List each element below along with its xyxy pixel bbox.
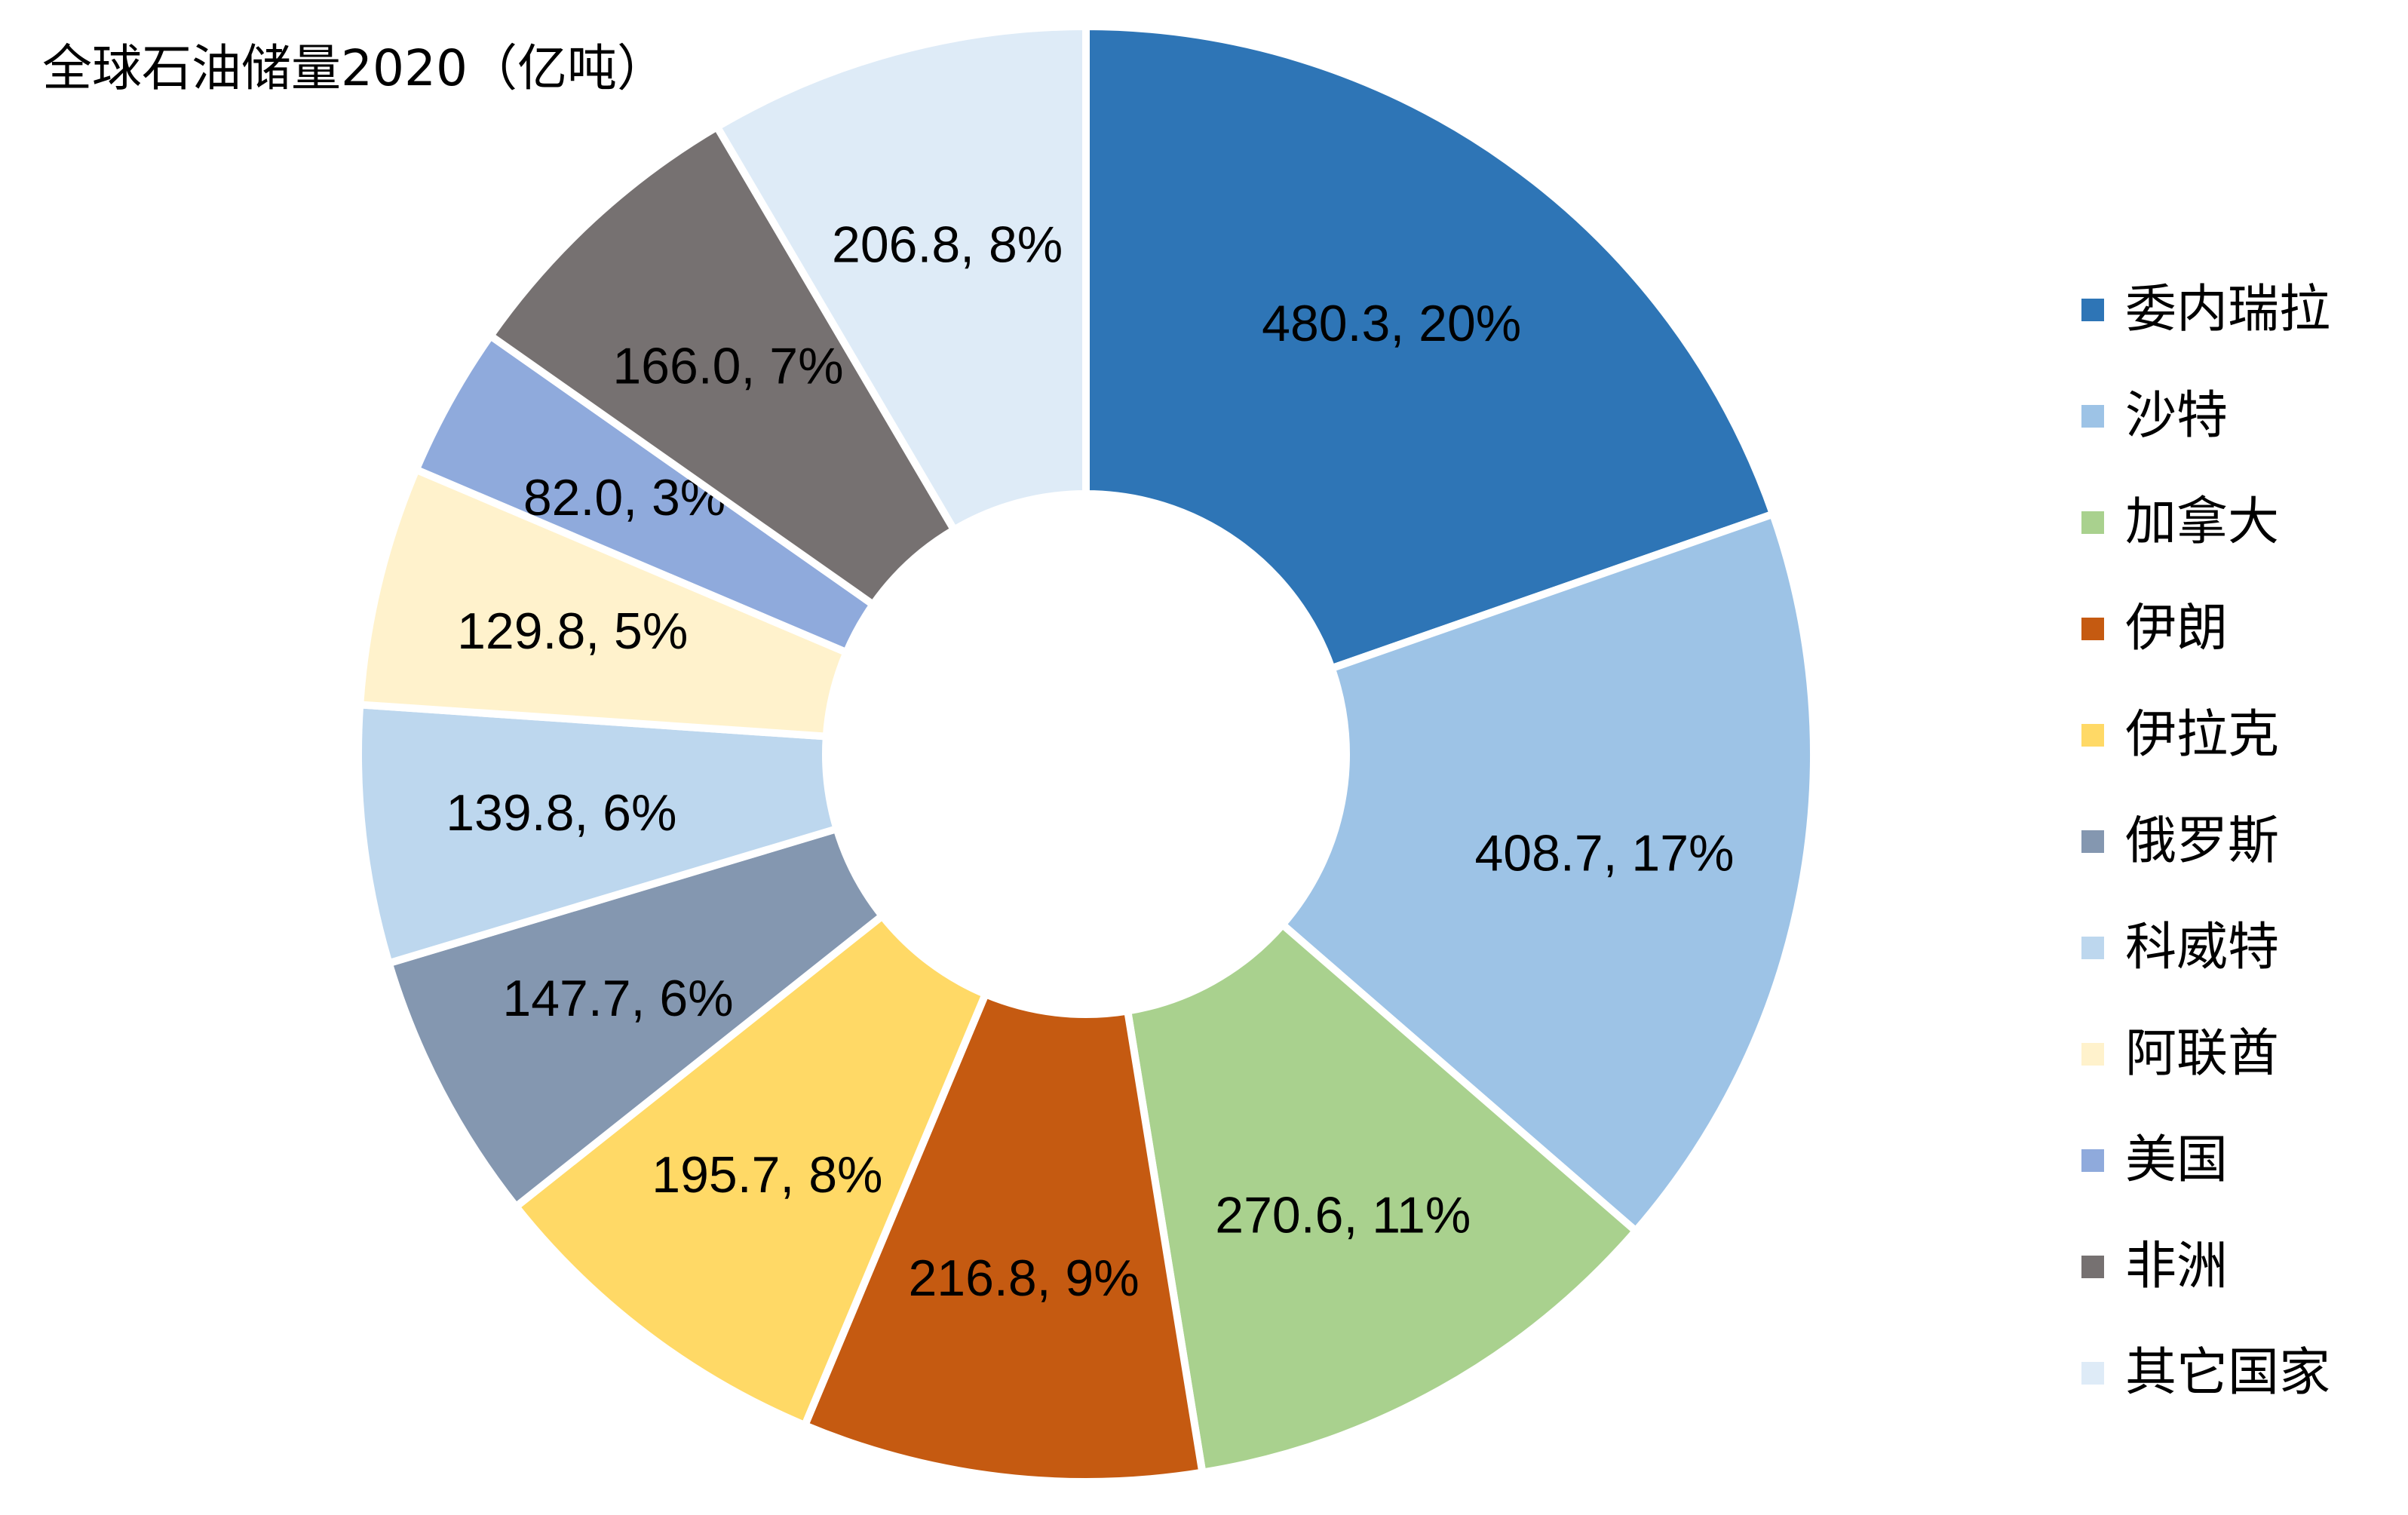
legend-swatch xyxy=(2081,298,2104,321)
legend-item: 阿联酋 xyxy=(2081,1001,2330,1107)
pie-slice xyxy=(486,123,959,609)
legend-swatch xyxy=(2081,1361,2104,1385)
data-label: 195.7, 8% xyxy=(652,1146,882,1204)
data-label: 129.8, 5% xyxy=(457,603,688,660)
legend-label: 美国 xyxy=(2125,1130,2229,1190)
data-label: 480.3, 20% xyxy=(1262,295,1521,352)
legend-swatch xyxy=(2081,1149,2104,1172)
legend-swatch xyxy=(2081,617,2104,640)
legend-label: 阿联酋 xyxy=(2125,1023,2280,1084)
legend-label: 其它国家 xyxy=(2125,1342,2331,1403)
legend-label: 俄罗斯 xyxy=(2125,811,2280,871)
legend-item: 美国 xyxy=(2081,1107,2330,1213)
pie-slice xyxy=(713,23,1090,534)
legend-item: 加拿大 xyxy=(2081,469,2330,575)
legend: 委内瑞拉沙特加拿大伊朗伊拉克俄罗斯科威特阿联酋美国非洲其它国家 xyxy=(2081,256,2330,1426)
pie-slice xyxy=(801,990,1207,1486)
legend-swatch xyxy=(2081,830,2104,853)
pie-slice xyxy=(1082,23,1777,673)
legend-swatch xyxy=(2081,404,2104,428)
data-label: 270.6, 11% xyxy=(1215,1186,1471,1244)
pie-slice xyxy=(1124,921,1640,1477)
pie-slice xyxy=(512,912,989,1430)
legend-item: 沙特 xyxy=(2081,363,2330,469)
data-label: 166.0, 7% xyxy=(612,337,843,394)
pie-slice xyxy=(385,825,886,1211)
legend-swatch xyxy=(2081,723,2104,747)
legend-item: 伊朗 xyxy=(2081,575,2330,682)
legend-item: 俄罗斯 xyxy=(2081,788,2330,894)
legend-label: 非洲 xyxy=(2125,1236,2229,1296)
pie-slice xyxy=(356,465,851,741)
legend-label: 伊拉克 xyxy=(2125,704,2280,765)
data-label: 206.8, 8% xyxy=(832,216,1063,274)
legend-label: 伊朗 xyxy=(2125,598,2229,658)
legend-swatch xyxy=(2081,1255,2104,1278)
legend-item: 伊拉克 xyxy=(2081,682,2330,788)
legend-swatch xyxy=(2081,936,2104,959)
legend-item: 科威特 xyxy=(2081,894,2330,1001)
chart-title: 全球石油储量2020（亿吨） xyxy=(42,39,667,97)
legend-label: 沙特 xyxy=(2125,385,2229,446)
data-label: 216.8, 9% xyxy=(908,1250,1139,1307)
data-label: 147.7, 6% xyxy=(502,970,733,1027)
legend-swatch xyxy=(2081,511,2104,534)
pie-slice xyxy=(354,701,841,968)
legend-label: 加拿大 xyxy=(2125,492,2280,552)
data-label: 408.7, 17% xyxy=(1474,825,1734,882)
data-label: 139.8, 6% xyxy=(446,784,676,842)
legend-item: 委内瑞拉 xyxy=(2081,256,2330,363)
legend-label: 科威特 xyxy=(2125,917,2280,977)
pie-slice xyxy=(1278,510,1818,1235)
legend-item: 其它国家 xyxy=(2081,1320,2330,1426)
legend-label: 委内瑞拉 xyxy=(2125,279,2331,339)
legend-item: 非洲 xyxy=(2081,1213,2330,1320)
legend-swatch xyxy=(2081,1042,2104,1066)
